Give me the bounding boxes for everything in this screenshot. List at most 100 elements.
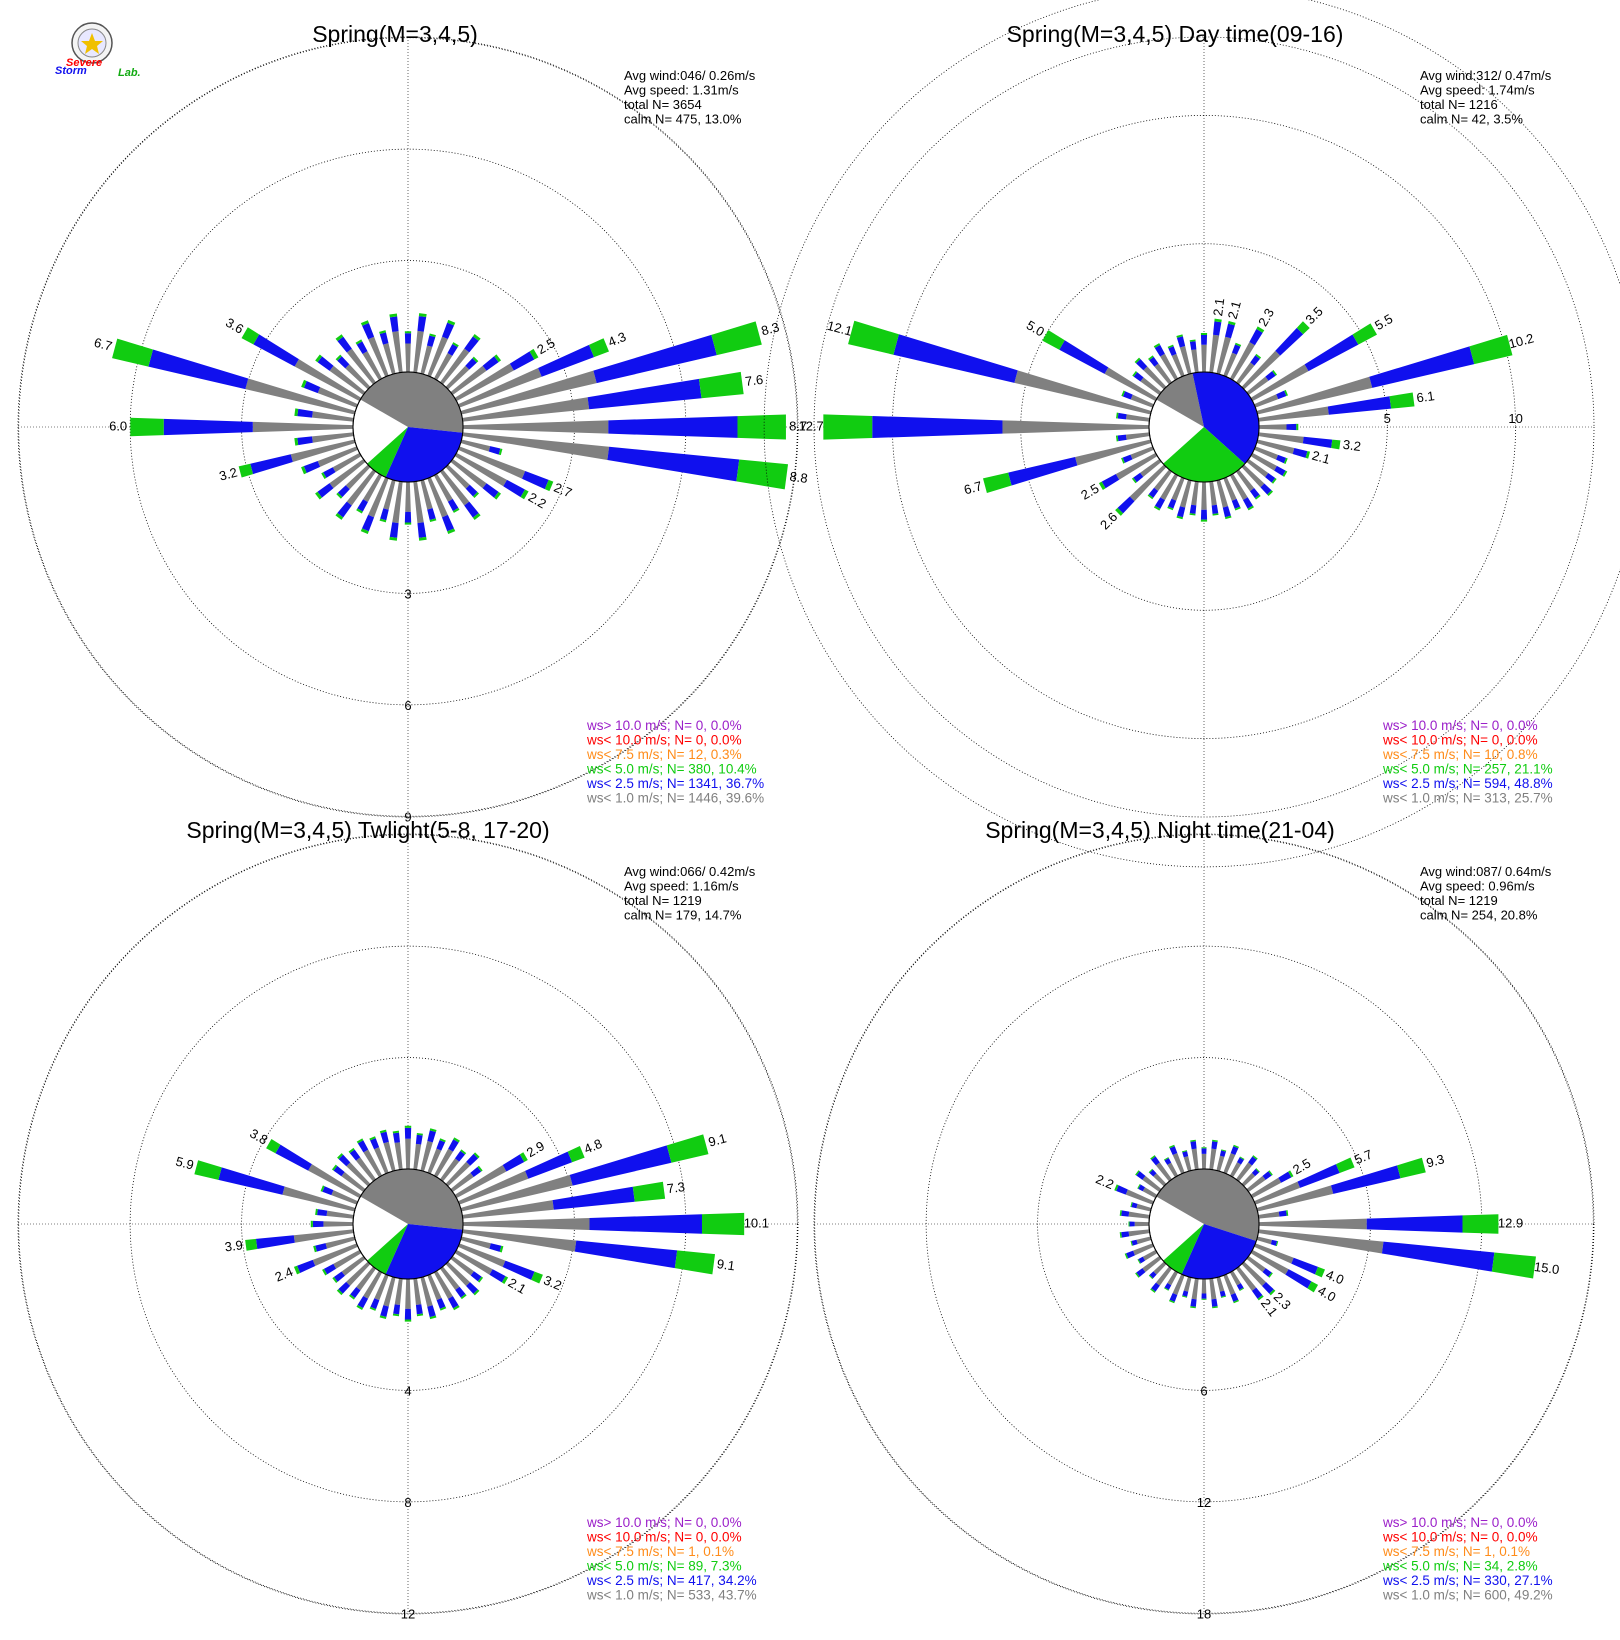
bar-value-label: 3.8 (247, 1126, 270, 1148)
bar-segment (404, 333, 412, 344)
bar-segment (329, 365, 366, 395)
bar-segment (345, 364, 371, 390)
bar-segment (445, 1161, 471, 1187)
bar-segment (1331, 439, 1341, 450)
svg-text:Severe: Severe (66, 57, 102, 69)
bar-segment (1216, 1155, 1225, 1172)
bar-segment (1169, 1144, 1175, 1149)
bar-segment (1262, 1171, 1272, 1180)
bar-segment (335, 334, 344, 342)
bar-segment (1114, 1184, 1119, 1191)
bar-segment (498, 448, 503, 456)
bar-segment (1209, 1148, 1217, 1170)
bar-segment (1130, 394, 1154, 408)
bar-segment (331, 1164, 338, 1171)
bar-segment (1286, 423, 1297, 431)
bar-value-label: 9.1 (716, 1256, 736, 1273)
chart-title: Spring(M=3,4,5) Twlight(5-8, 17-20) (186, 817, 549, 843)
bar-segment (1008, 456, 1078, 486)
bar-segment (1251, 1168, 1260, 1177)
bar-segment (440, 1266, 460, 1291)
range-tick-label: 9 (404, 809, 411, 824)
bar-segment (374, 1147, 389, 1174)
bar-value-label: 3.6 (223, 315, 246, 337)
bar-segment (301, 379, 307, 388)
stats-line: Avg wind:087/ 0.64m/s (1420, 864, 1552, 879)
bar-segment (294, 408, 299, 417)
bar-segment (1136, 1171, 1146, 1180)
bar-segment (1271, 478, 1277, 484)
bar-segment (1258, 1211, 1280, 1219)
bar-segment (1130, 1202, 1133, 1208)
legend-entry: ws> 10.0 m/s; N= 0, 0.0% (586, 718, 742, 733)
bar-segment (389, 316, 399, 332)
bar-segment (1191, 1148, 1199, 1170)
bar-value-label: 8.8 (789, 469, 809, 486)
bar-segment (1169, 1293, 1178, 1302)
bar-segment (1223, 1153, 1236, 1174)
bar-segment (356, 508, 363, 514)
bar-value-label: 3.9 (224, 1237, 244, 1254)
bar-segment (1131, 1202, 1138, 1209)
bar-segment (1236, 1162, 1253, 1182)
bar-segment (1252, 1155, 1258, 1160)
bar-segment (1223, 477, 1237, 501)
bar-segment (607, 446, 740, 482)
bar-segment (312, 432, 354, 443)
bar-segment (1307, 1281, 1319, 1293)
bar-segment (1236, 1266, 1257, 1291)
bar-segment (282, 1186, 356, 1212)
bar-segment (1241, 464, 1265, 488)
bar-segment (1397, 1157, 1426, 1179)
bar-segment (1126, 1250, 1135, 1259)
bar-segment (383, 479, 396, 510)
bar-segment (383, 1141, 396, 1172)
bar-segment (1214, 318, 1222, 323)
bar-segment (413, 1278, 422, 1305)
bar-segment (1115, 435, 1119, 442)
bar-segment (374, 1274, 389, 1301)
bar-segment (1258, 424, 1287, 430)
bar-segment (1248, 1156, 1257, 1166)
bar-segment (346, 348, 376, 385)
bar-segment (522, 471, 549, 490)
bar-segment (1246, 459, 1269, 478)
bar-segment (1190, 1298, 1197, 1307)
bar-segment (458, 367, 542, 408)
bar-segment (356, 1138, 364, 1144)
bar-segment (337, 336, 352, 353)
bar-segment (1212, 1139, 1218, 1142)
bar-segment (452, 507, 460, 513)
bar-segment (1258, 1218, 1367, 1230)
stats-line: total N= 3654 (624, 97, 702, 112)
bar-segment (499, 1245, 504, 1253)
legend-entry: ws< 2.5 m/s; N= 594, 48.8% (1382, 776, 1553, 791)
bar-segment (450, 1172, 474, 1192)
bar-segment (317, 356, 334, 371)
bar-segment (317, 483, 334, 498)
bar-segment (416, 1132, 423, 1136)
range-ring (814, 834, 1594, 1614)
legend-entry: ws< 2.5 m/s; N= 330, 27.1% (1382, 1573, 1553, 1588)
bar-segment (482, 483, 499, 498)
bar-segment (440, 348, 470, 385)
bar-segment (427, 336, 448, 377)
bar-segment (453, 1137, 460, 1143)
bar-segment (1177, 506, 1186, 518)
bar-segment (737, 414, 786, 440)
bar-segment (313, 1245, 317, 1253)
bar-segment (315, 1208, 318, 1216)
wind-rose-panel-2: 2.12.1 2.3 3.5 5.510.26.13.22.12.62.56.712.… (763, 0, 1620, 868)
bar-segment (356, 1305, 364, 1311)
bar-segment (349, 1294, 356, 1300)
bar-segment (1292, 448, 1308, 458)
bar-segment (1121, 457, 1125, 464)
bar-segment (1171, 353, 1185, 377)
bar-segment (1366, 1215, 1463, 1233)
bar-segment (427, 508, 436, 520)
stats-line: total N= 1219 (1420, 893, 1498, 908)
bar-segment (1191, 481, 1199, 506)
bar-value-label: 2.1 (1310, 448, 1331, 467)
wind-rose-panel-4: 2.5 5.7 9.312.915.04.04.02.32.12.261218Spr… (813, 817, 1595, 1621)
bar-value-label: 9.3 (1425, 1151, 1446, 1170)
